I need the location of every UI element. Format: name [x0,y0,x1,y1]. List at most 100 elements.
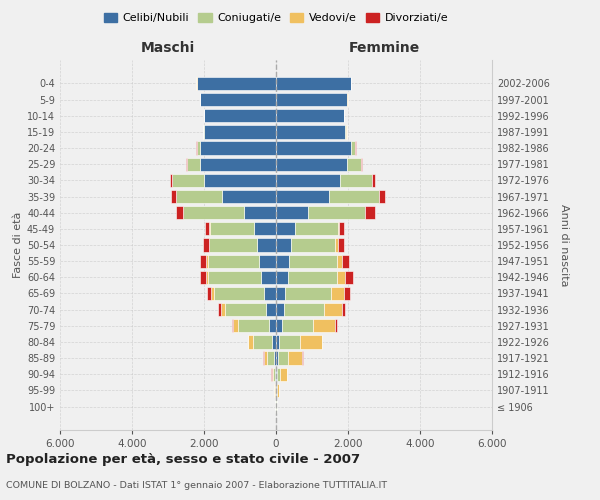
Bar [361,158,362,171]
Legend: Celibi/Nubili, Coniugati/e, Vedovi/e, Divorziati/e: Celibi/Nubili, Coniugati/e, Vedovi/e, Di… [100,8,452,28]
Bar [253,336,272,348]
Bar [257,238,276,252]
Bar [203,126,204,138]
Bar [274,352,276,364]
Text: Maschi: Maschi [141,41,195,55]
Bar [197,142,200,154]
Bar [208,254,259,268]
Bar [335,319,337,332]
Bar [282,319,313,332]
Bar [254,222,276,235]
Bar [200,93,276,106]
Bar [204,126,276,138]
Bar [276,384,277,397]
Bar [276,126,346,138]
Bar [276,368,277,381]
Bar [295,222,338,235]
Bar [365,206,375,220]
Bar [276,319,282,332]
Y-axis label: Anni di nascita: Anni di nascita [559,204,569,286]
Bar [204,174,276,187]
Bar [170,174,172,187]
Bar [269,319,276,332]
Bar [225,303,266,316]
Bar [207,287,211,300]
Y-axis label: Fasce di età: Fasce di età [13,212,23,278]
Bar [272,336,276,348]
Bar [340,174,372,187]
Bar [218,303,221,316]
Bar [244,206,276,220]
Bar [280,368,287,381]
Bar [280,336,301,348]
Bar [272,368,273,381]
Bar [346,270,353,284]
Bar [276,287,286,300]
Bar [183,206,244,220]
Bar [276,254,289,268]
Bar [214,287,264,300]
Bar [331,287,344,300]
Bar [170,190,176,203]
Bar [187,158,200,171]
Bar [308,206,365,220]
Bar [337,254,342,268]
Bar [338,222,339,235]
Bar [276,190,329,203]
Bar [372,174,374,187]
Bar [276,303,284,316]
Bar [275,368,276,381]
Bar [248,336,253,348]
Bar [266,303,276,316]
Bar [276,206,308,220]
Bar [313,319,335,332]
Bar [276,77,351,90]
Bar [232,319,233,332]
Bar [197,77,276,90]
Bar [286,287,331,300]
Bar [200,142,276,154]
Text: Popolazione per età, sesso e stato civile - 2007: Popolazione per età, sesso e stato civil… [6,452,360,466]
Bar [344,287,350,300]
Bar [263,352,267,364]
Bar [342,254,349,268]
Bar [211,287,214,300]
Bar [208,270,261,284]
Bar [276,222,295,235]
Bar [172,174,204,187]
Bar [341,303,345,316]
Bar [210,222,254,235]
Bar [259,254,276,268]
Bar [379,190,385,203]
Bar [238,319,269,332]
Text: COMUNE DI BOLZANO - Dati ISTAT 1° gennaio 2007 - Elaborazione TUTTITALIA.IT: COMUNE DI BOLZANO - Dati ISTAT 1° gennai… [6,481,387,490]
Bar [204,109,276,122]
Bar [291,238,335,252]
Bar [176,206,183,220]
Bar [324,303,341,316]
Bar [278,352,288,364]
Bar [222,190,276,203]
Bar [205,222,209,235]
Bar [276,352,278,364]
Bar [351,142,355,154]
Bar [276,336,280,348]
Bar [277,384,279,397]
Bar [221,303,225,316]
Bar [287,270,337,284]
Bar [276,142,351,154]
Bar [338,238,344,252]
Bar [264,287,276,300]
Bar [261,270,276,284]
Bar [288,352,302,364]
Bar [233,319,238,332]
Bar [289,254,337,268]
Bar [276,270,287,284]
Bar [276,174,340,187]
Text: Femmine: Femmine [349,41,419,55]
Bar [276,93,347,106]
Bar [347,158,361,171]
Bar [206,270,208,284]
Bar [301,336,322,348]
Bar [329,190,379,203]
